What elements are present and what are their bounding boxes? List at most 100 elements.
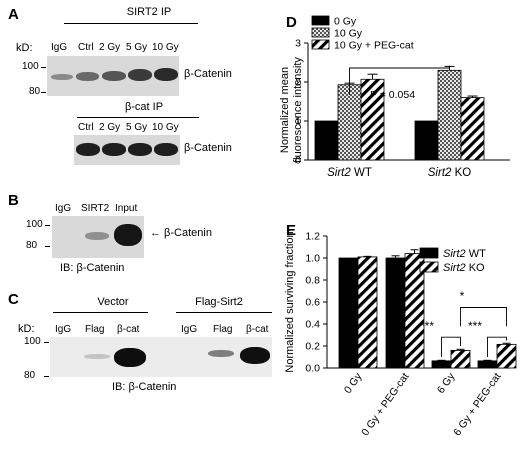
x-tick-label: 0 Gy + PEG-cat [359,371,411,438]
lane-label: β-cat [246,324,269,335]
lane-label: Flag [85,324,105,335]
blot-band [51,74,73,80]
panel-a-label: A [8,6,19,23]
panel-c-kd-label: kD: [18,323,35,335]
blot-bcat-ip [74,135,180,165]
y-tick-label: 0.4 [305,319,320,331]
blot-band [85,232,109,240]
mw-marker: 100 [24,336,41,347]
arrow-label: ← β-Catenin [150,227,212,239]
bar [477,360,498,369]
panel-a-kd-label: kD: [16,42,33,54]
y-tick-label: 0.0 [305,363,320,375]
bar [450,349,471,369]
mw-marker: 80 [29,86,41,97]
sig-mark: *** [468,319,482,333]
ib-label: IB: β-Catenin [112,381,177,393]
y-tick-label: 0.8 [305,275,320,287]
y-axis-label: Normalized surviving fraction [284,231,296,372]
y-axis-label: Normalized mean [279,67,291,153]
blot-sirt2-ip [47,56,179,96]
lane-label: Input [115,203,138,214]
x-tick-label-italic: Sirt2 [428,167,455,179]
legend-label-italic: Sirt2 [443,248,469,260]
lane-label: 10 Gy [152,122,179,133]
lane-label: IgG [55,203,72,214]
mw-tick [44,342,49,343]
y-tick-label: 1 [295,116,301,128]
lane-label: 5 Gy [126,42,148,53]
mw-marker: 80 [24,370,36,381]
panel-a-bottom-underline [77,117,199,118]
mw-marker: 80 [26,240,38,251]
lane-label: 2 Gy [99,42,121,53]
panel-a-bcat-ip-label: β-cat IP [124,101,164,113]
group-label-vector: Vector [97,296,129,308]
blot-band [84,354,110,359]
legend-swatch [311,27,330,38]
legend-swatch [311,15,330,26]
y-tick-label: 0.2 [305,341,320,353]
panel-a-top-underline [64,23,198,24]
mw-tick [45,225,50,226]
blot-band [102,143,126,156]
y-tick-label: 1.2 [305,231,320,243]
bar [385,257,406,369]
lane-label: 2 Gy [99,122,121,133]
blot-band [208,350,234,357]
group-label-flag-sirt2: Flag-Sirt2 [195,296,243,308]
x-tick-label-italic: Sirt2 [327,167,354,179]
blot-label: β-Catenin [184,68,232,80]
lane-label: IgG [51,42,68,53]
legend-swatch [419,247,439,259]
mw-tick [44,376,49,377]
blot-band [114,348,146,367]
x-tick-label: 6 Gy [435,370,458,396]
blot-panel-b [52,216,144,258]
y-tick-label: 3 [295,38,301,50]
y-axis-label: fluorescence intensity [292,57,304,163]
blot-band [76,143,100,156]
chart-e-plot: 0.0 0.2 0.4 0.6 0.8 1.0 1.2 0 Gy0 Gy + PEG-cat 6… [305,231,517,438]
sig-mark: *** [420,319,434,333]
legend-swatch [419,261,439,273]
lane-label: IgG [181,324,198,335]
y-tick-label: 1.0 [305,253,320,265]
legend-label: 10 Gy + PEG-cat [334,40,414,52]
blot-band [102,71,126,81]
significance-bracket [460,307,507,327]
significance-bracket [349,65,450,95]
y-tick-label: 2 [295,77,301,89]
legend-label: 10 Gy [334,28,363,40]
y-tick-label: 0 [295,155,301,167]
significance-bracket [487,336,507,357]
lane-label: IgG [55,324,72,335]
blot-panel-c [50,337,272,377]
blot-label: β-Catenin [184,142,232,154]
lane-label: 10 Gy [152,42,179,53]
x-tick-label-rest: WT [354,167,372,179]
legend-label-rest: KO [469,262,485,274]
panel-d-label: D [286,14,297,31]
legend-label: Sirt2 WT [443,248,486,260]
bar [431,360,452,369]
sig-mark: * [460,289,465,303]
p-value-label: P = 0.054 [370,89,415,101]
x-tick-label: Sirt2 WT [327,167,372,179]
blot-band [154,68,178,81]
legend-label: 0 Gy [334,16,357,28]
panel-e-label: E [286,222,297,239]
y-tick-label: 0.6 [305,297,320,309]
lane-label: 5 Gy [126,122,148,133]
legend-label: Sirt2 KO [443,262,485,274]
lane-label: Flag [213,324,233,335]
legend-label-rest: WT [469,248,486,260]
mw-marker: 100 [22,61,39,72]
mw-tick [41,67,46,68]
blot-band [76,72,99,81]
blot-band [128,69,152,81]
mw-tick [45,246,50,247]
